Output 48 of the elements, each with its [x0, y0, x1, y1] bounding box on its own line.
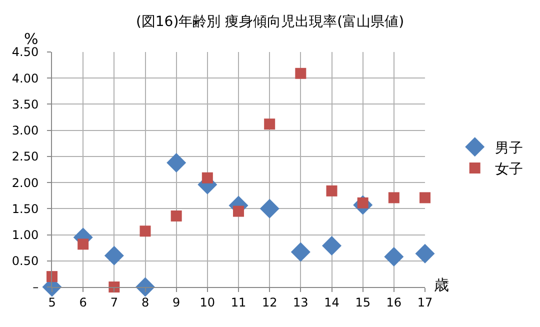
y-axis-title: % [24, 30, 38, 48]
point [202, 172, 213, 184]
y-tick-label: 2.50 [12, 150, 39, 164]
legend-label: 男子 [494, 140, 523, 156]
point [388, 192, 400, 204]
x-tick-label: 10 [200, 295, 216, 310]
y-tick-label: 0.50 [12, 254, 39, 268]
point [420, 192, 430, 204]
x-tick-label: 17 [417, 295, 433, 310]
x-tick-label: 11 [230, 295, 246, 310]
y-tick-label: 4.00 [12, 71, 39, 86]
y-tick-label: – [32, 280, 39, 294]
x-tick-label: 5 [48, 295, 56, 310]
x-tick-label: 7 [110, 295, 118, 310]
point [260, 198, 280, 218]
point [384, 246, 404, 266]
point [136, 277, 155, 297]
point [326, 185, 338, 196]
point [78, 238, 89, 250]
point [166, 152, 186, 172]
point [46, 271, 58, 282]
y-tick-label: 3.00 [12, 124, 39, 138]
point [264, 118, 276, 130]
point [108, 282, 120, 292]
x-tick-label: 8 [141, 295, 150, 310]
point [140, 226, 151, 237]
x-tick-label: 14 [324, 295, 340, 310]
x-tick-label: 15 [355, 295, 370, 310]
point [170, 210, 182, 222]
point [104, 246, 124, 266]
x-tick-label: 12 [262, 295, 278, 310]
chart-title: (図16)年齢別 痩身傾向児出現率(富山県値) [136, 14, 404, 30]
legend-label: 女子 [494, 162, 523, 178]
x-tick-label: 16 [386, 295, 402, 310]
point [290, 242, 310, 262]
x-tick-label: 13 [293, 295, 308, 310]
y-tick-label: 4.50 [12, 45, 39, 60]
y-tick-label: 2.00 [12, 176, 39, 190]
y-tick-label: 3.50 [12, 97, 39, 112]
point [415, 244, 435, 264]
point [322, 236, 342, 256]
point [295, 68, 306, 79]
x-tick-label: 6 [79, 295, 87, 310]
x-tick-label: 9 [172, 295, 180, 310]
point [233, 206, 244, 217]
y-tick-label: 1.00 [12, 228, 39, 242]
x-axis-title: 歳 [434, 276, 449, 294]
y-tick-label: 1.50 [12, 202, 39, 216]
